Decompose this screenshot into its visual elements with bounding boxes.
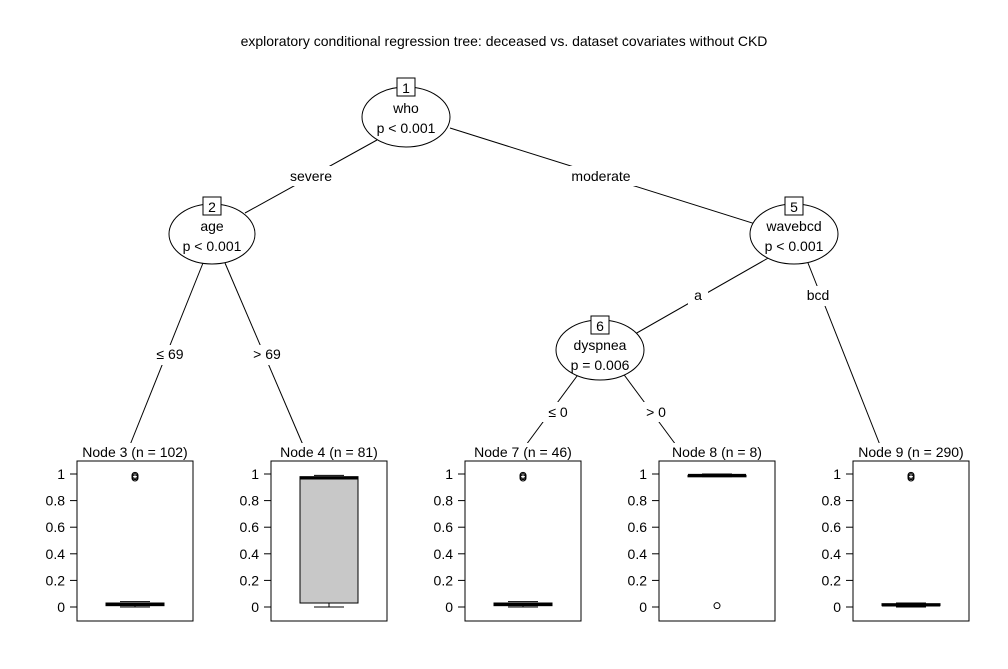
outlier-point <box>907 471 915 479</box>
edge-label-dysp-gt: > 0 <box>646 404 666 420</box>
y-tick-label: 0.2 <box>46 572 66 588</box>
inner-node-6: 6 dyspnea p = 0.006 <box>555 315 645 381</box>
terminal-node-3: Node 3 (n = 102) 0 0.2 0.4 0.6 0.8 1 <box>46 443 194 622</box>
inner-node-1: 1 who p < 0.001 <box>361 77 451 148</box>
y-tick-label: 0.2 <box>434 572 454 588</box>
node-id: 1 <box>402 80 410 96</box>
y-tick-label: 0.8 <box>240 493 260 509</box>
node-pvalue: p < 0.001 <box>765 238 824 254</box>
y-tick-label: 0 <box>57 599 65 615</box>
y-tick-label: 0 <box>639 599 647 615</box>
edges <box>129 127 881 446</box>
y-tick-label: 0.2 <box>240 572 260 588</box>
y-tick-label: 0.6 <box>434 519 454 535</box>
terminal-node-label: Node 8 (n = 8) <box>672 444 762 460</box>
y-tick-label: 0.8 <box>822 493 842 509</box>
outlier-point <box>131 471 139 479</box>
y-tick-label: 0.4 <box>628 546 648 562</box>
terminal-node-label: Node 7 (n = 46) <box>474 444 572 460</box>
outlier-point <box>713 602 721 610</box>
y-tick-label: 0.2 <box>822 572 842 588</box>
y-tick-label: 0.8 <box>628 493 648 509</box>
y-tick-label: 1 <box>639 466 647 482</box>
y-tick-label: 0.6 <box>628 519 648 535</box>
y-tick-label: 0.4 <box>822 546 842 562</box>
terminal-node-7: Node 7 (n = 46) 0 0.2 0.4 0.6 0.8 1 <box>434 443 582 622</box>
y-tick-label: 1 <box>445 466 453 482</box>
node-variable: age <box>200 218 224 234</box>
y-tick-label: 0.8 <box>46 493 66 509</box>
panel-frame <box>270 460 388 622</box>
y-tick-label: 0.4 <box>46 546 66 562</box>
terminal-node-label: Node 4 (n = 81) <box>280 444 378 460</box>
node-id: 2 <box>208 199 216 215</box>
y-tick-label: 0 <box>833 599 841 615</box>
outlier-point <box>519 471 527 479</box>
node-pvalue: p = 0.006 <box>571 357 630 373</box>
y-tick-label: 0.4 <box>434 546 454 562</box>
y-tick-label: 0 <box>251 599 259 615</box>
edge-label-moderate: moderate <box>571 168 630 184</box>
panel-frame <box>76 460 194 622</box>
y-tick-label: 0.6 <box>822 519 842 535</box>
edge-label-age-le: ≤ 69 <box>156 346 183 362</box>
y-tick-label: 0.2 <box>628 572 648 588</box>
edge-label-wave-a: a <box>694 287 702 303</box>
y-tick-label: 0.6 <box>240 519 260 535</box>
node-pvalue: p < 0.001 <box>377 120 436 136</box>
y-tick-label: 0.4 <box>240 546 260 562</box>
inner-node-2: 2 age p < 0.001 <box>168 196 256 265</box>
edge-label-severe: severe <box>290 168 332 184</box>
y-tick-label: 0.8 <box>434 493 454 509</box>
node-variable: dyspnea <box>574 337 627 353</box>
y-tick-label: 1 <box>833 466 841 482</box>
box <box>299 476 359 604</box>
node-id: 6 <box>596 318 604 334</box>
y-tick-label: 0.6 <box>46 519 66 535</box>
terminal-node-9: Node 9 (n = 290) 0 0.2 0.4 0.6 0.8 1 <box>822 443 970 622</box>
panel-frame <box>852 460 970 622</box>
node-variable: wavebcd <box>765 218 821 234</box>
diagram-title: exploratory conditional regression tree:… <box>241 33 768 49</box>
terminal-node-8: Node 8 (n = 8) 0 0.2 0.4 0.6 0.8 1 <box>628 443 776 622</box>
edge-label-age-gt: > 69 <box>253 346 281 362</box>
terminal-node-label: Node 3 (n = 102) <box>82 444 187 460</box>
node-id: 5 <box>790 199 798 215</box>
y-tick-label: 0 <box>445 599 453 615</box>
terminal-node-4: Node 4 (n = 81) 0 0.2 0.4 0.6 0.8 1 <box>240 443 388 622</box>
inner-node-5: 5 wavebcd p < 0.001 <box>749 196 839 265</box>
edge-label-dysp-le: ≤ 0 <box>548 404 568 420</box>
edge-label-wave-bcd: bcd <box>807 287 830 303</box>
node-pvalue: p < 0.001 <box>183 238 242 254</box>
y-tick-label: 1 <box>57 466 65 482</box>
terminal-node-label: Node 9 (n = 290) <box>858 444 963 460</box>
node-variable: who <box>392 100 419 116</box>
panel-frame <box>658 460 776 622</box>
panel-frame <box>464 460 582 622</box>
y-tick-label: 1 <box>251 466 259 482</box>
